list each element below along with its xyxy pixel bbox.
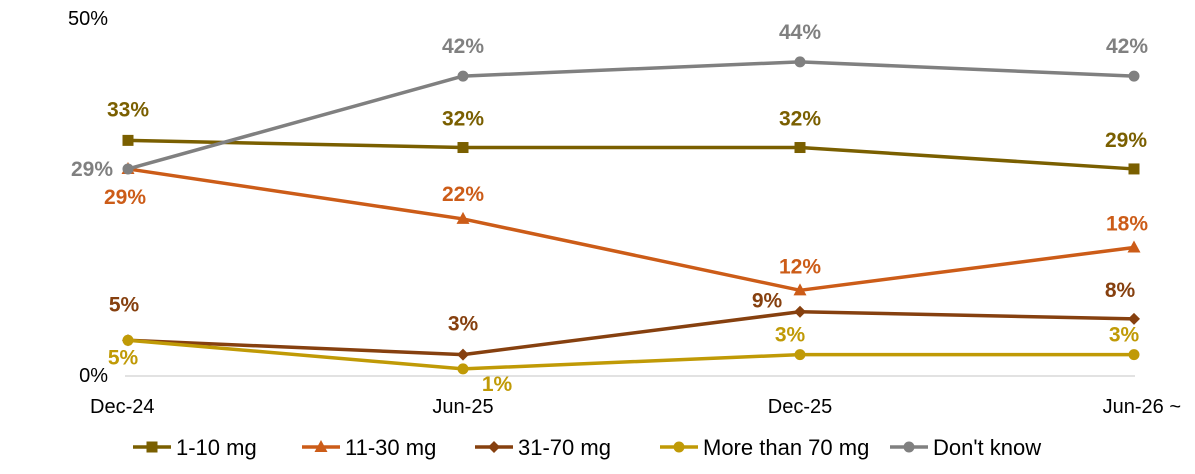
data-label: 3% (448, 313, 479, 336)
x-tick-label: Dec-25 (768, 396, 832, 418)
series-layer (121, 56, 1141, 375)
data-point (1128, 312, 1140, 325)
data-label: 22% (442, 183, 484, 206)
x-axis-ticks: Dec-24 Jun-25 Dec-25 Jun-26 ~ (90, 396, 1181, 418)
y-tick-label-min: 0% (79, 365, 108, 387)
legend-marker (146, 441, 158, 453)
legend-item-31-70-mg: 31-70 mg (475, 435, 611, 460)
data-label: 32% (442, 108, 484, 131)
series-1-10-mg (122, 134, 1140, 175)
data-label: 18% (1106, 212, 1148, 235)
data-label: 42% (442, 35, 484, 58)
data-label: 3% (775, 324, 806, 347)
data-label: 3% (1109, 324, 1140, 347)
series-line (127, 338, 1134, 371)
series-11-30-mg (121, 161, 1141, 296)
data-point (457, 142, 469, 154)
data-label: 12% (779, 255, 821, 278)
data-point (794, 349, 806, 361)
series-line (127, 309, 1135, 357)
data-point (793, 283, 807, 296)
data-label: 29% (1105, 129, 1147, 152)
legend-marker (314, 440, 328, 452)
legend-label: Don't know (933, 435, 1041, 460)
data-label: 33% (107, 98, 149, 121)
series-line (127, 167, 1135, 293)
data-label: 5% (109, 293, 140, 316)
legend-label: 1-10 mg (176, 435, 257, 460)
data-labels-layer: 33% 32% 32% 29% 29% 22% 12% 18% 5% 3% 9% 8% 5% 1% 3% 3%… (71, 21, 1148, 396)
legend-marker (903, 441, 915, 453)
data-point (457, 363, 469, 375)
data-point (1128, 70, 1140, 82)
data-point (794, 56, 806, 68)
data-point (794, 142, 806, 154)
x-tick-label: Jun-25 (432, 396, 493, 418)
legend-item-11-30-mg: 11-30 mg (302, 435, 436, 460)
series-line (127, 138, 1135, 171)
data-label: 9% (752, 290, 783, 313)
data-point (456, 211, 470, 224)
data-point (794, 305, 806, 318)
data-label: 8% (1105, 279, 1136, 302)
data-label: 44% (779, 21, 821, 44)
x-tick-label: Jun-26 ~ (1103, 396, 1181, 418)
legend-item-don-t-know: Don't know (890, 435, 1041, 460)
data-point (457, 348, 469, 361)
legend-item-1-10-mg: 1-10 mg (133, 435, 257, 460)
data-label: 42% (1106, 35, 1148, 58)
series-line (127, 60, 1135, 171)
legend-marker (673, 441, 685, 453)
data-label: 1% (482, 373, 513, 396)
data-point (1128, 349, 1140, 361)
series-don-t-know (122, 56, 1140, 175)
data-label: 29% (71, 158, 113, 181)
data-point (457, 70, 469, 82)
legend-marker (488, 441, 500, 453)
data-point (122, 163, 134, 175)
data-label: 32% (779, 108, 821, 131)
data-point (1128, 163, 1140, 175)
data-label: 5% (108, 346, 139, 369)
data-point (1127, 240, 1141, 253)
data-label: 29% (104, 186, 146, 209)
series-more-than-70-mg (122, 334, 1140, 375)
legend-label: 11-30 mg (345, 435, 436, 460)
data-point (122, 134, 134, 146)
legend: 1-10 mg 11-30 mg 31-70 mg More than 70 mg Do… (133, 435, 1041, 460)
y-tick-label-max: 50% (68, 8, 108, 30)
data-point (122, 334, 134, 346)
x-tick-label: Dec-24 (90, 396, 154, 418)
legend-label: 31-70 mg (518, 435, 611, 460)
legend-label: More than 70 mg (703, 435, 869, 460)
legend-item-more-than-70-mg: More than 70 mg (660, 435, 869, 460)
